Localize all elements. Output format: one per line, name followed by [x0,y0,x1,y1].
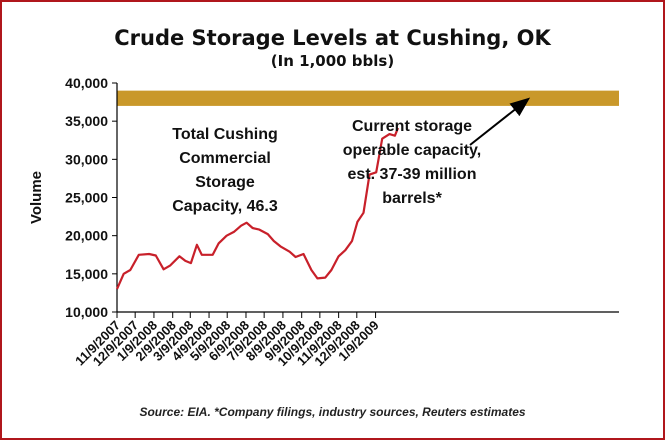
capacity-annotation-line: Capacity, 46.3 [172,198,278,215]
y-tick-label: 30,000 [65,151,108,167]
storage-series-line [115,127,400,290]
y-axis-label: Volume [28,171,45,224]
source-note: Source: EIA. *Company filings, industry … [139,405,526,419]
operable-capacity-annotation: Current storage operable capacity, est. … [322,115,502,211]
operable-capacity-line: operable capacity, [342,142,482,159]
annotation-arrow [469,97,531,146]
capacity-annotation-line: Storage [195,174,255,191]
capacity-annotation-line: Commercial [179,150,271,167]
y-tick-label: 25,000 [65,190,108,206]
operable-capacity-line: est. 37-39 million [347,166,477,183]
capacity-band [117,90,619,106]
operable-capacity-line: Current storage [351,118,473,135]
chart-title: Crude Storage Levels at Cushing, OK [114,26,551,50]
capacity-annotation: Total Cushing Commercial Storage Capacit… [150,123,300,219]
y-tick-label: 15,000 [65,266,108,282]
capacity-annotation-line: Total Cushing [172,126,278,143]
y-tick-label: 35,000 [65,113,108,129]
operable-capacity-line: barrels* [382,190,442,207]
y-tick-label: 10,000 [65,304,108,320]
y-tick-label: 40,000 [65,75,108,91]
y-tick-label: 20,000 [65,228,108,244]
chart-subtitle: (In 1,000 bbls) [270,52,395,70]
